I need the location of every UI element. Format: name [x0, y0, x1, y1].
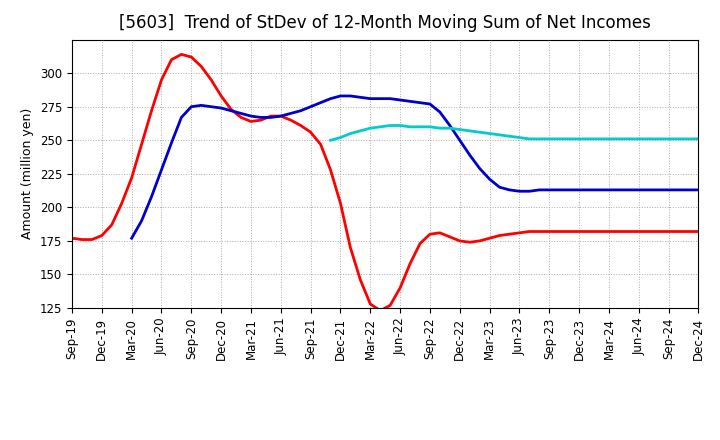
7 Years [495, 132, 504, 138]
7 Years [605, 136, 613, 142]
7 Years [575, 136, 583, 142]
3 Years [68, 235, 76, 241]
7 Years [436, 125, 444, 131]
7 Years [644, 136, 653, 142]
3 Years [495, 233, 504, 238]
7 Years [465, 128, 474, 133]
Line: 3 Years: 3 Years [72, 55, 698, 311]
7 Years [654, 136, 663, 142]
7 Years [336, 135, 345, 140]
Y-axis label: Amount (million yen): Amount (million yen) [22, 108, 35, 239]
5 Years [256, 115, 265, 120]
3 Years [376, 308, 384, 313]
5 Years [515, 189, 523, 194]
3 Years [336, 201, 345, 206]
7 Years [624, 136, 633, 142]
7 Years [555, 136, 564, 142]
7 Years [346, 131, 355, 136]
7 Years [674, 136, 683, 142]
5 Years [336, 93, 345, 99]
7 Years [456, 127, 464, 132]
3 Years [177, 52, 186, 57]
7 Years [694, 136, 703, 142]
7 Years [634, 136, 643, 142]
7 Years [505, 134, 514, 139]
7 Years [366, 125, 374, 131]
5 Years [127, 235, 136, 241]
5 Years [266, 115, 275, 120]
3 Years [436, 230, 444, 235]
Line: 7 Years: 7 Years [330, 125, 698, 140]
7 Years [615, 136, 624, 142]
7 Years [326, 138, 335, 143]
7 Years [485, 131, 494, 136]
7 Years [406, 124, 415, 129]
7 Years [545, 136, 554, 142]
5 Years [694, 187, 703, 193]
Line: 5 Years: 5 Years [132, 96, 698, 238]
7 Years [376, 124, 384, 129]
3 Years [147, 108, 156, 114]
5 Years [555, 187, 564, 193]
3 Years [694, 229, 703, 234]
7 Years [665, 136, 673, 142]
7 Years [515, 135, 523, 140]
7 Years [684, 136, 693, 142]
7 Years [415, 124, 424, 129]
7 Years [356, 128, 364, 133]
7 Years [475, 129, 484, 135]
7 Years [525, 136, 534, 142]
7 Years [564, 136, 573, 142]
7 Years [585, 136, 593, 142]
7 Years [386, 123, 395, 128]
Title: [5603]  Trend of StDev of 12-Month Moving Sum of Net Incomes: [5603] Trend of StDev of 12-Month Moving… [120, 15, 651, 33]
3 Years [396, 285, 405, 290]
5 Years [615, 187, 624, 193]
7 Years [426, 124, 434, 129]
7 Years [446, 125, 454, 131]
7 Years [396, 123, 405, 128]
7 Years [535, 136, 544, 142]
7 Years [595, 136, 603, 142]
3 Years [485, 235, 494, 241]
5 Years [674, 187, 683, 193]
